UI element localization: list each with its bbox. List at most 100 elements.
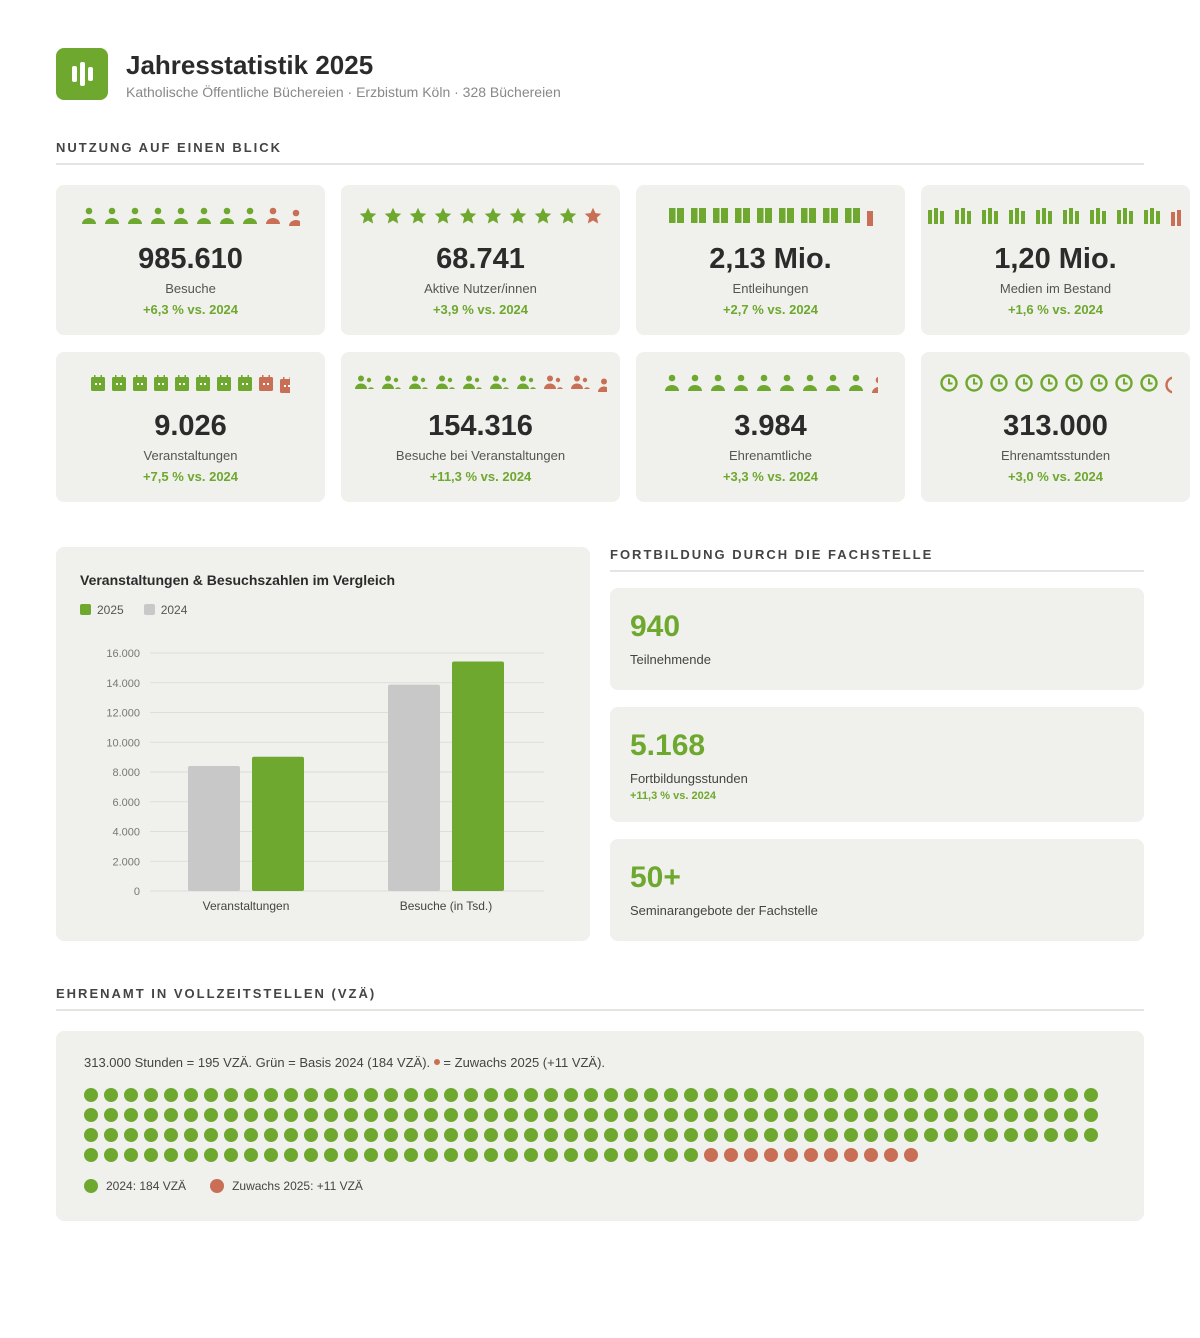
vza-dot-base	[184, 1108, 198, 1122]
books-icon	[928, 207, 948, 229]
vza-dot-growth	[744, 1148, 758, 1162]
vza-dot-base	[184, 1148, 198, 1162]
vza-dot-base	[864, 1088, 878, 1102]
vza-dot-base	[224, 1128, 238, 1142]
vza-dot-base	[504, 1128, 518, 1142]
book-icon	[778, 208, 794, 228]
person-icon	[219, 207, 235, 230]
vza-dot-base	[284, 1128, 298, 1142]
vza-dot-base	[1064, 1108, 1078, 1122]
vza-dot-base	[684, 1088, 698, 1102]
stat-card-4: 9.026 Veranstaltungen +7,5 % vs. 2024	[56, 352, 325, 502]
group-icon	[435, 375, 455, 395]
vza-dot-base	[364, 1088, 378, 1102]
stat-value: 3.984	[734, 410, 807, 442]
vza-dot-base	[204, 1148, 218, 1162]
vza-dot-base	[764, 1128, 778, 1142]
star-icon	[384, 207, 402, 230]
app-logo	[56, 48, 108, 100]
vza-dot-base	[984, 1128, 998, 1142]
vza-dot-base	[364, 1128, 378, 1142]
vza-dot-base	[124, 1148, 138, 1162]
vza-dot-base	[564, 1148, 578, 1162]
vza-dot-base	[384, 1128, 398, 1142]
vza-dot-base	[744, 1128, 758, 1142]
vza-dot-base	[224, 1148, 238, 1162]
vza-dot-base	[344, 1108, 358, 1122]
vza-dot-base	[164, 1128, 178, 1142]
vza-dot-base	[524, 1128, 538, 1142]
vza-dot-base	[344, 1128, 358, 1142]
y-tick-label: 2.000	[112, 856, 140, 868]
vza-dot-base	[404, 1088, 418, 1102]
vza-dot-base	[704, 1088, 718, 1102]
clock-icon	[1164, 376, 1172, 394]
vza-dot-base	[544, 1148, 558, 1162]
stat-label: Ehrenamtliche	[728, 448, 813, 463]
vza-dot-base	[384, 1088, 398, 1102]
vza-dot-base	[624, 1148, 638, 1162]
training-value: 5.168	[630, 729, 706, 762]
vza-dot-base	[784, 1088, 798, 1102]
person-icon	[81, 207, 97, 230]
stat-label: Besuche	[165, 281, 216, 296]
legend-base: 2024: 184 VZÄ	[84, 1179, 186, 1193]
vza-dot-base	[264, 1128, 278, 1142]
vza-dot-base	[684, 1128, 698, 1142]
vza-dot-base	[804, 1108, 818, 1122]
vza-dot-base	[664, 1148, 678, 1162]
vza-dot-base	[364, 1108, 378, 1122]
stat-change: +1,6 % vs. 2024	[1007, 302, 1104, 317]
vza-dot-base	[104, 1148, 118, 1162]
person-icon	[104, 207, 120, 230]
person-icon	[196, 207, 212, 230]
vza-dot-base	[424, 1148, 438, 1162]
vza-dot-base	[704, 1128, 718, 1142]
vza-dot-base	[164, 1148, 178, 1162]
vza-dot-base	[824, 1108, 838, 1122]
vza-dot-base	[664, 1088, 678, 1102]
vza-dot-base	[384, 1108, 398, 1122]
books-icon	[1090, 207, 1110, 229]
vza-dot-base	[1044, 1088, 1058, 1102]
clock-icon	[989, 373, 1008, 397]
vza-dot-base	[344, 1148, 358, 1162]
book-icon	[690, 208, 706, 228]
vza-dot-base	[604, 1148, 618, 1162]
books-icon	[1063, 207, 1083, 229]
y-tick-label: 0	[134, 886, 140, 898]
vza-dot-growth	[824, 1148, 838, 1162]
book-icon	[866, 210, 873, 226]
vza-dot-base	[284, 1108, 298, 1122]
vza-dot-base	[924, 1108, 938, 1122]
vza-dot-base	[204, 1128, 218, 1142]
book-icon	[800, 208, 816, 228]
person-icon	[779, 374, 795, 397]
stat-label: Entleihungen	[732, 281, 809, 296]
clock-icon	[1089, 373, 1108, 397]
legend-growth: Zuwachs 2025: +11 VZÄ	[210, 1179, 363, 1193]
stat-value: 9.026	[154, 410, 227, 442]
stat-label: Medien im Bestand	[999, 281, 1112, 296]
vza-dot-base	[584, 1088, 598, 1102]
chart-title: Veranstaltungen & Besuchszahlen im Vergl…	[80, 572, 396, 588]
vza-dot-base	[124, 1108, 138, 1122]
training-card-hours: 5.168 Fortbildungsstunden +11,3 % vs. 20…	[610, 707, 1144, 822]
vza-dot-base	[464, 1128, 478, 1142]
training-value: 940	[630, 610, 681, 643]
calendar-icon	[91, 374, 105, 396]
clock-icon	[1064, 373, 1083, 397]
vza-dot-growth	[844, 1148, 858, 1162]
vza-dot-base	[404, 1108, 418, 1122]
person-icon	[173, 207, 189, 230]
person-icon	[687, 374, 703, 397]
calendar-icon	[280, 377, 290, 393]
vza-dot-base	[84, 1108, 98, 1122]
group-icon	[489, 375, 509, 395]
vza-dot-base	[84, 1128, 98, 1142]
person-icon	[265, 207, 281, 230]
vza-dot-base	[304, 1128, 318, 1142]
books-icon	[1144, 207, 1164, 229]
star-icon	[509, 207, 527, 230]
page-subtitle: Katholische Öffentliche Büchereien · Erz…	[126, 84, 561, 100]
